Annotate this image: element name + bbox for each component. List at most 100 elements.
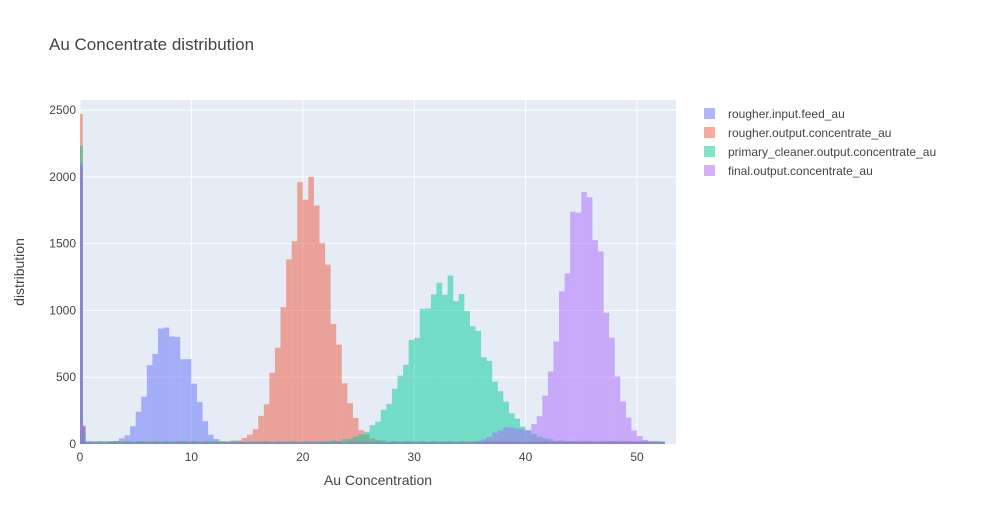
histogram-bar <box>547 371 554 444</box>
histogram-bar <box>503 401 509 444</box>
histogram-bar <box>553 341 560 444</box>
legend[interactable]: rougher.input.feed_au rougher.output.conc… <box>704 107 936 178</box>
x-tick-label: 30 <box>408 450 422 464</box>
histogram-bar <box>453 442 459 444</box>
y-axis-label: distribution <box>11 238 27 306</box>
histogram-bar <box>252 429 259 444</box>
histogram-bar <box>492 432 498 444</box>
histogram-bar <box>135 441 142 444</box>
histogram-bar <box>347 438 353 444</box>
histogram-bar <box>364 431 370 444</box>
histogram-bar <box>475 330 482 444</box>
histogram-bar <box>330 440 337 444</box>
legend-item[interactable]: rougher.output.concentrate_au <box>704 126 891 140</box>
histogram-bar <box>291 442 298 444</box>
histogram-bar <box>302 441 309 444</box>
histogram-bar <box>403 364 409 444</box>
histogram-bar <box>464 311 470 444</box>
histogram-bar <box>302 442 309 444</box>
histogram-bar <box>464 442 470 444</box>
legend-swatch <box>704 127 715 138</box>
histogram-bar <box>341 443 348 444</box>
histogram-bar <box>330 323 337 444</box>
histogram-bar <box>258 415 264 444</box>
histogram-bar <box>297 442 303 444</box>
histogram-bar <box>113 441 119 444</box>
histogram-bar <box>570 211 576 444</box>
histogram-bar <box>442 442 448 444</box>
x-axis-ticks: 0 10 20 30 40 50 <box>77 450 644 464</box>
histogram-bar <box>174 442 181 444</box>
histogram-bar <box>191 441 197 444</box>
histogram-bar <box>247 434 253 444</box>
chart-title: Au Concentrate distribution <box>49 35 254 54</box>
histogram-bar <box>436 282 443 444</box>
histogram-bar <box>341 383 348 444</box>
histogram-bar <box>124 435 131 444</box>
histogram-bar <box>414 337 420 444</box>
histogram-bar <box>219 443 225 444</box>
histogram-bar <box>497 430 504 444</box>
histogram-bar <box>614 376 621 444</box>
histogram-bar <box>564 273 571 444</box>
legend-item[interactable]: final.output.concentrate_au <box>704 164 873 178</box>
histogram-bar <box>196 442 203 444</box>
histogram-bar <box>302 199 309 444</box>
histogram-bar <box>497 391 504 444</box>
histogram-bar <box>85 442 92 444</box>
histogram-bar <box>319 441 326 444</box>
histogram-bar <box>637 436 643 444</box>
legend-label: rougher.input.feed_au <box>728 107 845 121</box>
histogram-bar <box>419 308 426 444</box>
histogram-bar <box>274 441 281 444</box>
x-tick-label: 50 <box>630 450 644 464</box>
histogram-bar <box>325 442 331 444</box>
histogram-bar <box>135 442 142 444</box>
histogram-bar <box>202 442 209 444</box>
histogram-bar <box>130 442 136 444</box>
histogram-bar <box>118 438 125 444</box>
legend-item[interactable]: rougher.input.feed_au <box>704 107 845 121</box>
histogram-bar <box>609 337 615 444</box>
histogram-bar <box>269 442 275 444</box>
histogram-bar <box>419 442 426 444</box>
histogram-bar <box>135 411 142 444</box>
histogram-bar <box>492 381 498 444</box>
histogram-bar <box>152 353 158 444</box>
histogram-bar <box>286 443 292 444</box>
histogram-bar <box>107 442 114 444</box>
histogram-bar <box>191 383 197 444</box>
histogram-bar <box>659 442 665 444</box>
histogram-bar <box>648 441 654 444</box>
histogram-bar <box>146 442 153 444</box>
histogram-bar <box>481 439 487 444</box>
histogram-bar <box>280 307 287 444</box>
histogram-bar <box>313 443 320 444</box>
histogram-bar <box>380 409 387 444</box>
x-tick-label: 40 <box>519 450 533 464</box>
histogram-bar <box>152 443 158 444</box>
histogram-bar <box>274 442 281 444</box>
histogram-bar <box>169 442 175 444</box>
histogram-bar <box>219 441 225 444</box>
y-tick-label: 2000 <box>49 170 76 184</box>
histogram-bar <box>525 430 532 444</box>
histogram-bar <box>291 241 298 444</box>
histogram-bar <box>208 442 214 444</box>
histogram-bar <box>230 441 236 444</box>
histogram-bar <box>352 443 359 444</box>
histogram-bar <box>520 429 526 444</box>
legend-label: final.output.concentrate_au <box>728 164 873 178</box>
histogram-bar <box>408 443 415 444</box>
histogram-bar <box>486 437 493 444</box>
histogram-bar <box>453 301 459 444</box>
histogram-bar <box>180 359 186 444</box>
legend-item[interactable]: primary_cleaner.output.concentrate_au <box>704 145 936 159</box>
histogram-bar <box>430 442 437 444</box>
histogram-bar <box>263 442 270 444</box>
histogram-bar <box>330 442 337 444</box>
histogram-bar <box>469 442 476 444</box>
histogram-bar <box>503 427 509 444</box>
y-tick-label: 1000 <box>49 303 76 317</box>
histogram-bar <box>586 197 593 444</box>
